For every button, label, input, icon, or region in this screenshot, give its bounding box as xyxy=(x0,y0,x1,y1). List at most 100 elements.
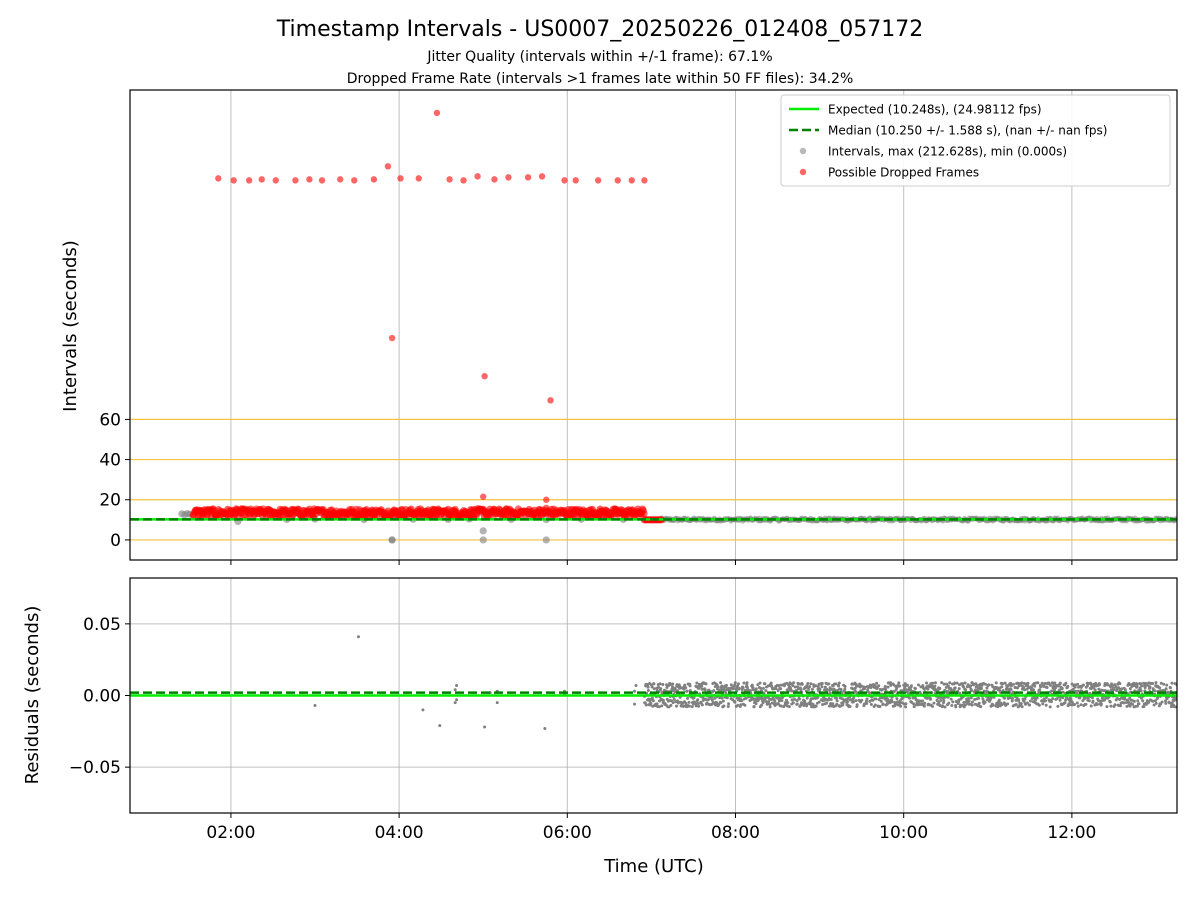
residual-point xyxy=(879,699,883,703)
residual-point xyxy=(966,696,970,700)
residual-point xyxy=(897,681,901,685)
residual-point xyxy=(736,703,740,707)
residual-point xyxy=(1098,683,1102,687)
residual-point xyxy=(1128,704,1132,708)
residual-point xyxy=(739,703,743,707)
residual-point xyxy=(1103,682,1107,686)
residual-point xyxy=(1011,696,1015,700)
residual-point xyxy=(737,686,741,690)
residual-point xyxy=(1051,697,1055,701)
residual-point xyxy=(665,685,669,689)
residual-point xyxy=(356,635,360,639)
residual-point xyxy=(925,681,929,685)
residual-point xyxy=(1000,703,1004,707)
residual-point xyxy=(1044,703,1048,707)
dropped-frame-point xyxy=(640,509,648,518)
residual-point xyxy=(1058,698,1062,702)
residual-point xyxy=(816,685,820,689)
residual-point xyxy=(684,686,688,690)
residual-point xyxy=(703,688,707,692)
residual-point xyxy=(814,704,818,708)
residual-point xyxy=(733,700,737,704)
dropped-frame-point xyxy=(614,177,621,184)
residual-point xyxy=(1003,681,1007,685)
residual-point xyxy=(1132,681,1136,685)
residual-point xyxy=(657,705,661,709)
residual-point xyxy=(634,683,638,687)
residual-point xyxy=(1009,681,1013,685)
residual-point xyxy=(951,700,955,704)
residual-point xyxy=(848,704,852,708)
residual-point xyxy=(655,702,659,706)
residual-point xyxy=(745,681,749,685)
residual-point xyxy=(1135,684,1139,688)
residual-point xyxy=(962,701,966,705)
residual-point xyxy=(944,686,948,690)
residual-point xyxy=(677,700,681,704)
residual-point xyxy=(1025,701,1029,705)
residual-point xyxy=(929,697,933,701)
residual-point xyxy=(938,687,942,691)
residual-point xyxy=(1170,681,1174,685)
residual-point xyxy=(720,696,724,700)
residual-point xyxy=(1022,685,1026,689)
residual-point xyxy=(834,682,838,686)
residual-point xyxy=(633,702,637,706)
residual-point xyxy=(787,705,791,709)
residual-point xyxy=(1064,681,1068,685)
residual-point xyxy=(673,687,677,691)
residual-point xyxy=(946,684,950,688)
residual-point xyxy=(883,684,887,688)
residual-point xyxy=(945,682,949,686)
residual-point xyxy=(795,699,799,703)
x-axis-label: Time (UTC) xyxy=(603,856,704,877)
residual-point xyxy=(863,685,867,689)
residual-point xyxy=(761,701,765,705)
residual-point xyxy=(749,691,753,695)
residual-point xyxy=(736,682,740,686)
residual-point xyxy=(1109,704,1113,708)
residual-point xyxy=(1076,704,1080,708)
residual-point xyxy=(791,684,795,688)
residual-point xyxy=(793,697,797,701)
residual-point xyxy=(886,685,890,689)
residual-point xyxy=(877,684,881,688)
residual-point xyxy=(652,687,656,691)
residual-point xyxy=(719,681,723,685)
dropped-frame-point xyxy=(433,109,441,117)
residual-point xyxy=(483,725,487,729)
legend-median-label: Median (10.250 +/- 1.588 s), (nan +/- na… xyxy=(828,124,1107,138)
residual-point xyxy=(761,686,765,690)
residual-point xyxy=(852,696,856,700)
residual-point xyxy=(764,689,768,693)
residual-point xyxy=(701,696,705,700)
residual-point xyxy=(651,704,655,708)
residual-point xyxy=(1058,681,1062,685)
residual-point xyxy=(773,699,777,703)
residual-point xyxy=(881,702,885,706)
residual-point xyxy=(985,686,989,690)
legend-expected-label: Expected (10.248s), (24.98112 fps) xyxy=(828,103,1042,117)
residual-point xyxy=(908,696,912,700)
residual-point xyxy=(1033,684,1037,688)
residual-point xyxy=(669,703,673,707)
residual-point xyxy=(942,682,946,686)
residual-point xyxy=(779,704,783,708)
residual-point xyxy=(950,704,954,708)
residual-point xyxy=(1142,705,1146,709)
y-tick-label: 0.00 xyxy=(83,687,121,707)
residual-point xyxy=(1063,701,1067,705)
dropped-frame-point xyxy=(245,177,253,184)
dropped-frame-point xyxy=(388,334,396,342)
residual-point xyxy=(650,685,654,689)
residual-point xyxy=(1113,703,1117,707)
residual-point xyxy=(946,689,950,693)
residual-point xyxy=(1009,688,1013,692)
residual-point xyxy=(828,691,832,695)
dropped-frame-point xyxy=(480,505,487,512)
residual-point xyxy=(713,696,717,700)
residual-point xyxy=(1127,683,1131,687)
residual-point xyxy=(940,681,944,685)
dropped-frame-point xyxy=(547,397,554,404)
